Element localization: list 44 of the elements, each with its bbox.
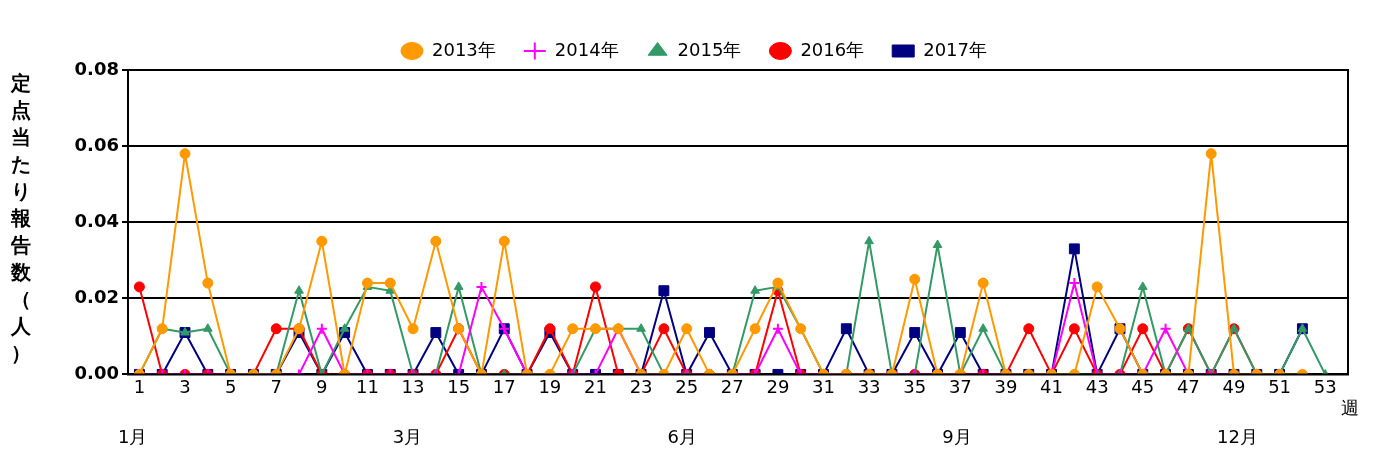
x-tick-label: 43 [1085, 375, 1109, 397]
x-tick-label: 5 [224, 375, 237, 397]
x-tick-label: 3 [179, 375, 191, 397]
x-tick-label: 53 [1313, 375, 1337, 397]
text: 6月 [667, 425, 697, 449]
x-tick-label: 7 [270, 375, 282, 397]
x-tick-label: 31 [812, 375, 835, 397]
y-tick-label: 0.04 [74, 209, 119, 231]
text: 1月 [118, 425, 148, 449]
x-tick-label: 45 [1131, 375, 1155, 397]
x-tick-label: 49 [1222, 375, 1246, 397]
x-tick-label: 35 [903, 375, 927, 397]
x-tick-label: 11 [355, 375, 379, 397]
x-tick-label: 15 [447, 375, 471, 397]
x-tick-label: 41 [1040, 375, 1063, 397]
legend-label: 2014年 [554, 38, 619, 60]
text: 12月 [1217, 425, 1258, 449]
x-tick-label: 47 [1176, 375, 1200, 397]
y-tick-label: 0.08 [74, 57, 119, 79]
x-tick-label: 21 [584, 375, 607, 397]
x-tick-label: 17 [492, 375, 516, 397]
x-tick-label: 27 [720, 375, 744, 397]
legend-label: 2017年 [923, 38, 988, 60]
x-tick-label: 9 [316, 375, 328, 397]
x-axis-title: 週 [1341, 397, 1360, 419]
legend-label: 2013年 [431, 38, 496, 60]
x-tick-label: 13 [401, 375, 425, 397]
text: 定点当たり報告数（人） [11, 71, 31, 365]
x-tick-label: 23 [629, 375, 653, 397]
x-tick-label: 1 [133, 375, 146, 397]
x-tick-label: 37 [948, 375, 972, 397]
x-tick-label: 39 [994, 375, 1018, 397]
x-tick-label: 19 [538, 375, 562, 397]
x-tick-label: 29 [766, 375, 790, 397]
x-tick-label: 51 [1268, 375, 1292, 397]
y-tick-label: 0.02 [74, 285, 119, 307]
x-tick-label: 25 [675, 375, 699, 397]
legend-label: 2016年 [800, 38, 865, 60]
y-tick-label: 0.06 [74, 133, 119, 155]
text: 9月 [942, 425, 972, 449]
x-tick-label: 33 [857, 375, 881, 397]
legend-label: 2015年 [677, 38, 742, 60]
text: 3月 [392, 425, 423, 449]
y-tick-label: 0.00 [74, 362, 119, 384]
